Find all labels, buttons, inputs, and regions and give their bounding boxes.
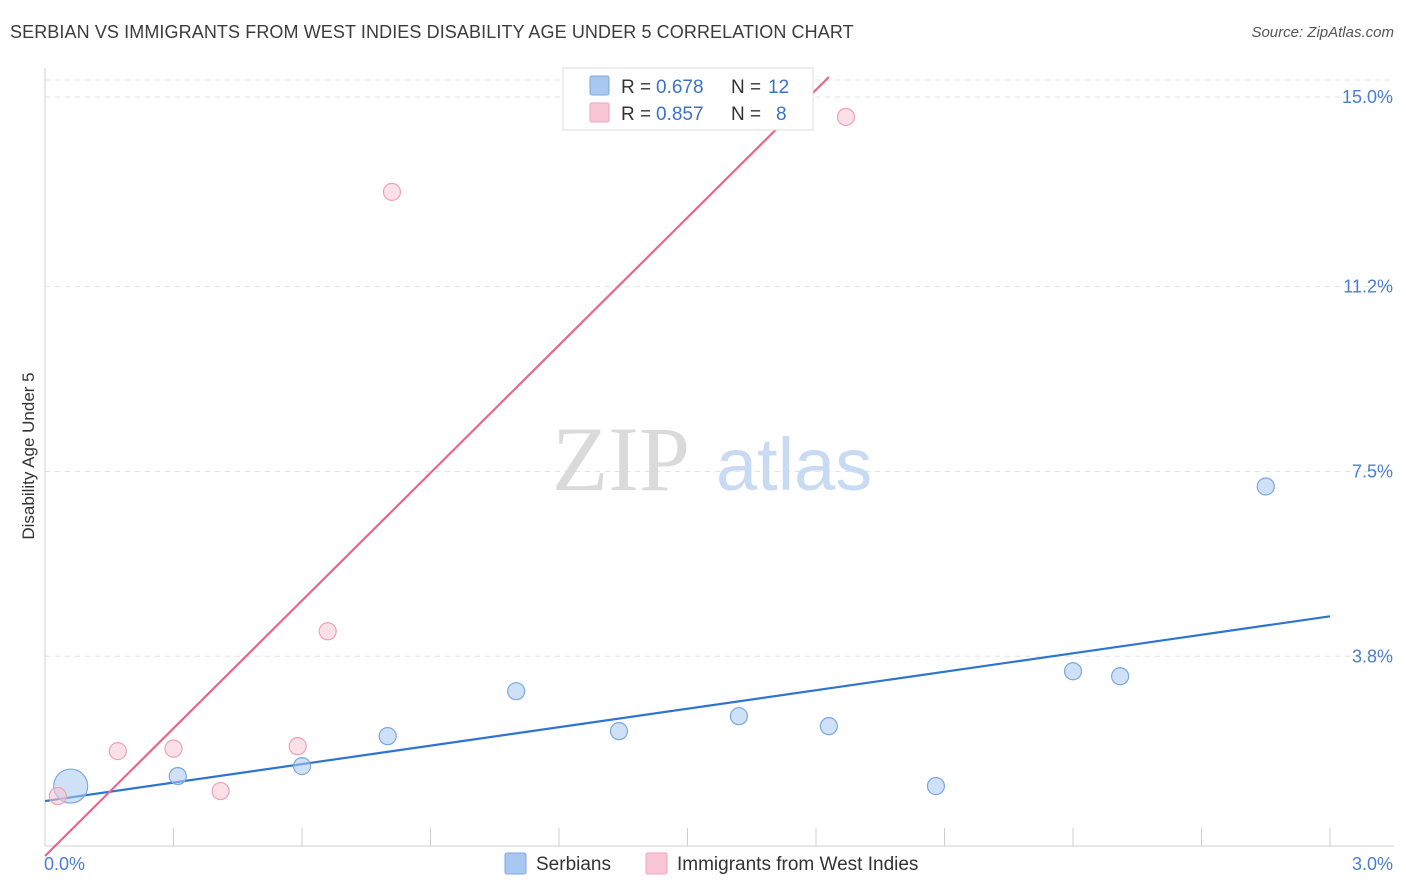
legend-swatch-serbians	[589, 75, 610, 96]
point-serbians-1	[168, 766, 187, 786]
watermark-zip: ZIP	[552, 408, 690, 510]
point-serbians-8	[926, 776, 946, 796]
point-west-indies-2	[164, 739, 183, 758]
point-serbians-9	[1063, 662, 1083, 681]
bottom-legend-swatch-serbians	[504, 852, 527, 875]
legend-r-value-serbians: 0.678	[656, 77, 704, 98]
point-serbians-5	[609, 722, 629, 741]
bottom-legend-label-serbians: Serbians	[536, 854, 611, 875]
legend-n-label-west-indies: N =	[731, 104, 761, 125]
point-serbians-6	[729, 707, 749, 726]
point-serbians-2	[292, 757, 312, 776]
bottom-legend: Serbians Immigrants from West Indies	[504, 852, 918, 875]
point-west-indies-5	[318, 622, 337, 641]
point-west-indies-0	[48, 786, 67, 806]
point-west-indies-3	[211, 781, 230, 801]
watermark: ZIP atlas	[552, 408, 872, 510]
y-axis-title: Disability Age Under 5	[19, 372, 38, 539]
top-legend: R = 0.678 N = 12 R = 0.857 N = 8	[562, 67, 814, 131]
y-tick-label-2: 11.2%	[1343, 277, 1393, 297]
legend-r-label-west-indies: R =	[621, 104, 651, 125]
y-tick-label-0: 3.8%	[1352, 646, 1393, 666]
y-tick-label-3: 15.0%	[1342, 87, 1393, 107]
chart-title: SERBIAN VS IMMIGRANTS FROM WEST INDIES D…	[10, 22, 854, 42]
bottom-legend-swatch-west-indies	[645, 852, 668, 875]
point-serbians-3	[378, 727, 397, 746]
legend-r-value-west-indies: 0.857	[656, 104, 704, 125]
x-tick-label-0: 0.0%	[44, 854, 85, 874]
point-serbians-11	[1256, 477, 1275, 496]
axes	[44, 68, 1394, 847]
data-points	[48, 107, 1275, 806]
watermark-atlas: atlas	[716, 423, 872, 506]
legend-swatch-west-indies	[589, 102, 610, 123]
trend-line-serbians	[44, 615, 1331, 803]
x-tick-label-1: 3.0%	[1352, 854, 1393, 874]
trend-lines	[44, 76, 1331, 857]
point-serbians-10	[1111, 667, 1130, 686]
point-west-indies-4	[288, 737, 307, 756]
trend-line-west-indies	[44, 76, 830, 857]
x-tick-labels: 0.0% 3.0%	[44, 854, 1393, 874]
point-west-indies-7	[836, 107, 856, 127]
legend-n-label-serbians: N =	[731, 77, 761, 98]
bottom-legend-label-west-indies: Immigrants from West Indies	[677, 854, 918, 875]
y-tick-labels: 3.8% 7.5% 11.2% 15.0%	[1342, 87, 1393, 666]
x-ticks	[173, 828, 1331, 846]
legend-n-value-serbians: 12	[768, 77, 789, 98]
source-label: Source: ZipAtlas.com	[1251, 24, 1394, 41]
point-serbians-4	[507, 682, 526, 701]
gridlines	[45, 79, 1394, 657]
point-serbians-7	[819, 717, 838, 736]
legend-n-value-west-indies: 8	[776, 104, 787, 125]
point-west-indies-6	[382, 182, 402, 201]
point-west-indies-1	[108, 742, 127, 761]
legend-r-label-serbians: R =	[621, 77, 651, 98]
y-tick-label-1: 7.5%	[1352, 462, 1393, 482]
